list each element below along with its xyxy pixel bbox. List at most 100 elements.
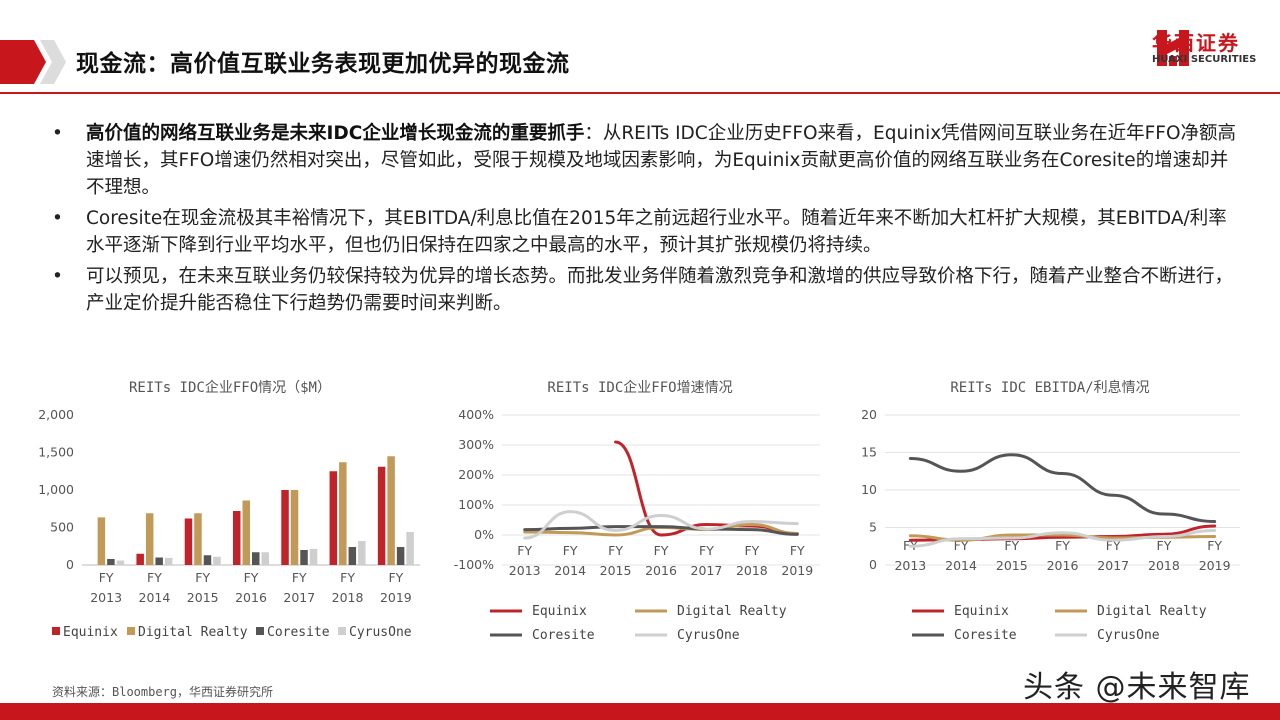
legend-label: Coresite [954, 628, 1017, 643]
x-tick-label: FY [1207, 538, 1222, 553]
x-tick-label: 2018 [736, 563, 768, 578]
x-tick-label: 2015 [600, 563, 632, 578]
bullet-dot: • [52, 266, 63, 287]
x-tick-label: 2016 [645, 563, 677, 578]
bar-cyrusone [116, 560, 125, 565]
bullet-dot: • [52, 208, 63, 229]
bar-cyrusone [261, 552, 269, 565]
bar-coresite [107, 559, 115, 565]
bullet-dot: • [52, 123, 63, 144]
x-tick-label: FY [563, 543, 578, 558]
bullet-item: • 可以预见，在未来互联业务仍较保持较为优异的增长态势。而批发业务伴随着激烈竞争… [52, 263, 1242, 317]
x-tick-label: FY [517, 543, 532, 558]
legend-label: Digital Realty [1097, 604, 1207, 619]
legend-label: CyrusOne [349, 625, 412, 640]
ffo-bar-chart-svg: REITs IDC企业FFO情况（$M） 0 500 1,000 1,500 2,000 F… [38, 379, 420, 640]
x-tick-label: FY [99, 570, 114, 585]
bar-digital-realty [194, 513, 202, 565]
source-note: 资料来源：Bloomberg，华西证券研究所 [52, 685, 274, 699]
y-tick-label: 0 [869, 557, 877, 572]
logo-english-name: HUAXI SECURITIES [1152, 54, 1257, 65]
bar-cyrusone [309, 548, 318, 565]
y-tick-label: 200% [458, 467, 494, 482]
bar-equinix [233, 511, 241, 565]
x-tick-label: FY [292, 570, 307, 585]
x-tick-label: FY [147, 570, 162, 585]
bar-cyrusone [358, 541, 366, 565]
legend-label: Coresite [267, 625, 330, 640]
bar-coresite [252, 552, 260, 565]
y-tick-label: 1,000 [38, 482, 74, 497]
bullet-list: • 高价值的网络互联业务是未来IDC企业增长现金流的重要抓手：从REITs ID… [52, 120, 1242, 321]
x-tick-label: FY [608, 543, 623, 558]
line-coresite [523, 525, 799, 536]
huaxi-logo-icon [1157, 30, 1189, 66]
legend-swatch [127, 627, 135, 635]
bar-coresite [203, 555, 212, 565]
x-tick-label: FY [744, 543, 759, 558]
x-tick-label: 2017 [283, 590, 315, 605]
line-cyrusone [908, 529, 1217, 548]
y-tick-label: -100% [454, 557, 494, 572]
y-tick-label: 15 [861, 445, 877, 460]
bar-cyrusone [213, 556, 221, 565]
x-tick-label: 2013 [894, 558, 926, 573]
x-tick-label: FY [340, 570, 355, 585]
page-title: 现金流：高价值互联业务表现更加优异的现金流 [76, 51, 570, 77]
bar-digital-realty [387, 456, 395, 565]
legend-label: Digital Realty [138, 625, 248, 640]
bar-digital-realty [242, 500, 250, 565]
legend-label: Digital Realty [677, 604, 787, 619]
chart-title: REITs IDC企业FFO增速情况 [547, 379, 732, 396]
y-tick-label: 300% [458, 437, 494, 452]
x-tick-label: 2015 [187, 590, 219, 605]
x-tick-label: 2014 [139, 590, 171, 605]
bar-digital-realty [145, 513, 154, 565]
x-tick-label: 2016 [235, 590, 267, 605]
x-tick-label: 2017 [1097, 558, 1129, 573]
bullet-text: 可以预见，在未来互联业务仍较保持较为优异的增长态势。而批发业务伴随着激烈竞争和激… [86, 266, 1234, 314]
legend-swatch [52, 627, 60, 635]
x-tick-label: FY [1004, 538, 1019, 553]
x-tick-label: 2013 [90, 590, 122, 605]
line-coresite [908, 453, 1217, 523]
legend-label: Equinix [532, 604, 587, 619]
bar-equinix [136, 553, 144, 565]
x-tick-label: FY [954, 538, 969, 553]
x-tick-label: 2017 [691, 563, 723, 578]
title-banner [0, 40, 66, 84]
legend-label: Coresite [532, 628, 595, 643]
x-tick-label: 2018 [332, 590, 364, 605]
y-tick-label: 100% [458, 497, 494, 512]
x-tick-label: FY [388, 570, 403, 585]
ebitda-interest-line-chart: REITs IDC EBITDA/利息情况 0 5 10 15 20 FY 2013 FY 201… [840, 370, 1260, 660]
x-tick-label: 2019 [781, 563, 813, 578]
ebitda-interest-line-chart-svg: REITs IDC EBITDA/利息情况 0 5 10 15 20 FY 2013 FY 201… [861, 379, 1240, 643]
x-tick-label: 2015 [996, 558, 1028, 573]
y-tick-label: 0 [66, 557, 74, 572]
chart-title: REITs IDC EBITDA/利息情况 [950, 379, 1149, 396]
x-tick-label: FY [1055, 538, 1070, 553]
x-tick-label: FY [195, 570, 210, 585]
ffo-bar-chart: REITs IDC企业FFO情况（$M） 0 500 1,000 1,500 2,000 F… [20, 370, 440, 660]
bar-equinix [281, 490, 289, 565]
x-tick-label: FY [1157, 538, 1172, 553]
x-tick-label: FY [790, 543, 805, 558]
ffo-growth-line-chart: REITs IDC企业FFO增速情况 -100% 0% 100% 200% 300% 400… [430, 370, 850, 660]
line-cyrusone [523, 510, 799, 540]
y-tick-label: 5 [869, 520, 877, 535]
x-tick-label: 2014 [554, 563, 586, 578]
bullet-text: Coresite在现金流极其丰裕情况下，其EBITDA/利息比值在2015年之前… [86, 208, 1227, 256]
bullet-text: ：从REITs IDC企业历史FFO来看，Equinix凭借网间互联业务在近年F… [86, 123, 1237, 198]
y-tick-label: 10 [861, 482, 877, 497]
bar-digital-realty [339, 462, 347, 565]
y-tick-label: 500 [50, 520, 74, 535]
bullet-item: • 高价值的网络互联业务是未来IDC企业增长现金流的重要抓手：从REITs ID… [52, 120, 1242, 201]
y-tick-label: 0% [474, 527, 494, 542]
legend-swatch [338, 627, 346, 635]
bar-cyrusone [164, 557, 173, 565]
x-tick-label: FY [244, 570, 259, 585]
y-tick-label: 20 [861, 407, 877, 422]
bar-equinix [184, 518, 193, 565]
bar-coresite [348, 547, 357, 565]
